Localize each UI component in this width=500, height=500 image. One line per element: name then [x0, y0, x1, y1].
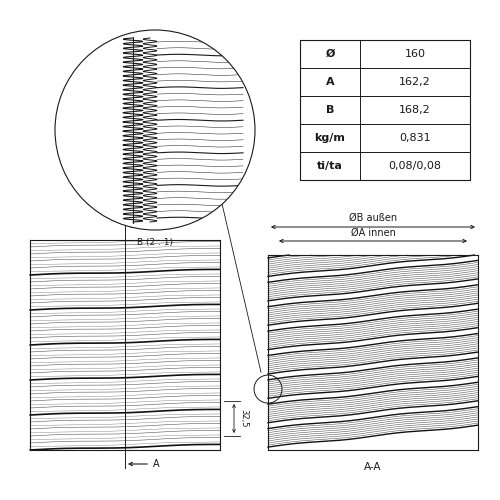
Text: 162,2: 162,2 — [399, 77, 431, 87]
Text: 168,2: 168,2 — [399, 105, 431, 115]
Text: 0,831: 0,831 — [399, 133, 431, 143]
Text: B: B — [326, 105, 334, 115]
Bar — [30, 240, 220, 450]
Text: Ø: Ø — [326, 49, 334, 59]
Text: ti/ta: ti/ta — [317, 161, 343, 171]
Text: 0,08/0,08: 0,08/0,08 — [388, 161, 442, 171]
Text: A: A — [153, 459, 160, 469]
Bar — [30, 240, 220, 450]
Text: A: A — [326, 77, 334, 87]
Text: A-A: A-A — [364, 462, 382, 472]
Text: 32,5: 32,5 — [239, 409, 248, 428]
Text: B (2 : 1): B (2 : 1) — [137, 238, 173, 247]
Bar — [268, 255, 478, 450]
Bar — [300, 40, 470, 180]
Text: ØB außen: ØB außen — [349, 213, 397, 223]
Text: kg/m: kg/m — [314, 133, 346, 143]
Circle shape — [55, 30, 255, 230]
Text: 160: 160 — [404, 49, 425, 59]
Text: ØA innen: ØA innen — [350, 228, 396, 238]
Text: A: A — [153, 221, 160, 231]
